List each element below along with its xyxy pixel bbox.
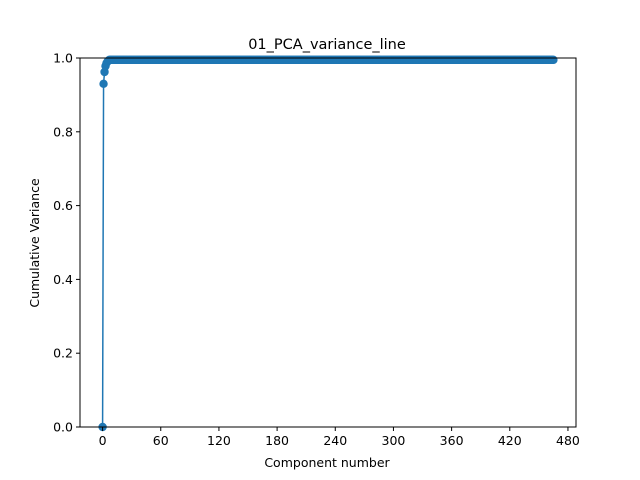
data-point [99,79,108,89]
axes-frame [79,57,577,428]
x-tick-label: 480 [556,433,580,448]
x-axis-ticks: 0 60 120 180 240 300 360 420 480 [99,427,580,448]
y-axis-label: Cumulative Variance [27,178,42,308]
x-axis-label: Component number [264,455,390,470]
y-tick-label: 0.2 [53,346,73,361]
x-tick-label: 240 [323,433,347,448]
x-tick-label: 120 [207,433,231,448]
x-tick-label: 0 [99,433,107,448]
x-tick-label: 420 [498,433,522,448]
x-tick-label: 60 [153,433,169,448]
x-tick-label: 360 [440,433,464,448]
x-tick-label: 300 [382,433,406,448]
chart-title: 01_PCA_variance_line [248,37,406,53]
y-tick-label: 0.6 [53,198,73,213]
y-tick-label: 0.8 [53,124,73,139]
y-axis-ticks: 0.0 0.2 0.4 0.6 0.8 1.0 [53,51,80,435]
y-tick-label: 0.4 [53,272,73,287]
y-tick-label: 1.0 [53,51,73,66]
y-tick-label: 0.0 [53,420,73,435]
data-point [549,55,558,65]
x-tick-label: 180 [265,433,289,448]
